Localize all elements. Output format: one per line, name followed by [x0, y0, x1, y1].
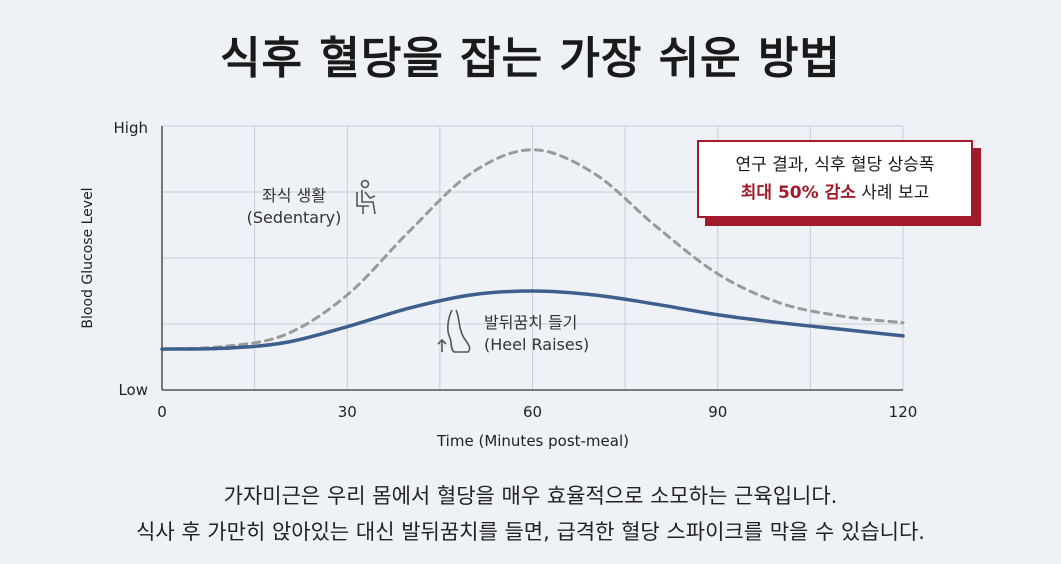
x-tick-label: 60: [523, 403, 542, 421]
x-tick-label: 90: [708, 403, 727, 421]
series-line-sedentary: [160, 148, 905, 351]
y-axis-label: Blood Glucose Level: [80, 187, 96, 328]
chart-ticks: 0 30 60 90 120 Low High: [114, 119, 918, 421]
sedentary-label: 좌식 생활 (Sedentary): [238, 185, 350, 229]
sedentary-label-ko: 좌식 생활: [262, 186, 326, 205]
y-tick-label: Low: [118, 381, 148, 399]
footer-text: 가자미근은 우리 몸에서 혈당을 매우 효율적으로 소모하는 근육입니다. 식사…: [0, 478, 1061, 550]
chart-axes: [161, 126, 903, 391]
footer-line1: 가자미근은 우리 몸에서 혈당을 매우 효율적으로 소모하는 근육입니다.: [223, 484, 838, 508]
callout-line2: 최대 50% 감소 사례 보고: [699, 179, 971, 207]
chart-series: [160, 148, 905, 351]
callout-highlight: 최대 50% 감소: [740, 183, 856, 203]
heel-raises-label: 발뒤꿈치 들기 (Heel Raises): [484, 312, 589, 356]
y-tick-label: High: [114, 119, 148, 137]
callout-line1: 연구 결과, 식후 혈당 상승폭: [735, 155, 935, 175]
x-tick-label: 0: [157, 403, 167, 421]
foot-heel-icon: [437, 309, 471, 353]
glucose-chart: 0 30 60 90 120 Low High Blood Glucose Level Ti…: [80, 119, 918, 450]
x-tick-label: 120: [889, 403, 918, 421]
sitting-person-icon: [356, 179, 376, 215]
callout-line2-rest: 사례 보고: [855, 183, 930, 203]
series-line-heel-raises: [160, 289, 905, 351]
research-callout: 연구 결과, 식후 혈당 상승폭 최대 50% 감소 사례 보고: [697, 140, 973, 218]
page-title: 식후 혈당을 잡는 가장 쉬운 방법: [220, 33, 841, 84]
heel-label-en: (Heel Raises): [484, 335, 590, 354]
heel-label-ko: 발뒤꿈치 들기: [484, 313, 578, 332]
footer-line2: 식사 후 가만히 앉아있는 대신 발뒤꿈치를 들면, 급격한 혈당 스파이크를 …: [136, 520, 925, 544]
x-tick-label: 30: [338, 403, 357, 421]
x-axis-label: Time (Minutes post-meal): [436, 432, 629, 450]
sedentary-label-en: (Sedentary): [246, 208, 342, 227]
